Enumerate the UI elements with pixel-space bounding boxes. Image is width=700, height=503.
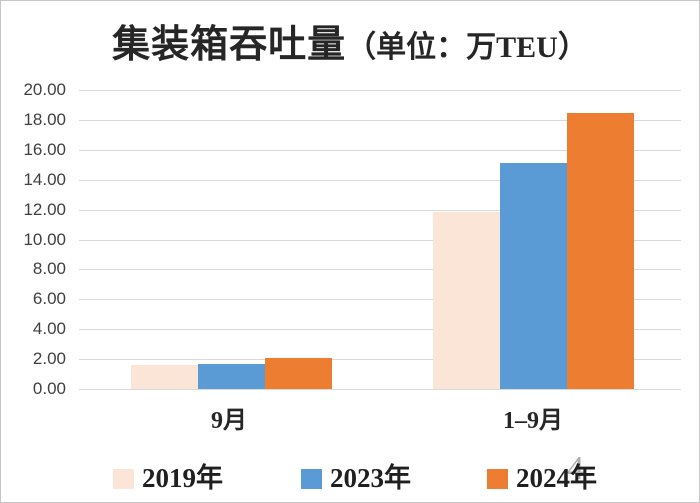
chart-title-unit: （单位：万TEU） [346, 31, 588, 64]
legend-swatch-2019 [113, 468, 134, 489]
gridline [79, 359, 681, 361]
y-axis-tick-label: 18.00 [23, 109, 66, 129]
y-axis-tick-label: 10.00 [23, 229, 66, 249]
y-axis-tick-label: 6.00 [32, 289, 66, 309]
legend-swatch-2023 [301, 468, 322, 489]
gridline [79, 90, 681, 91]
y-axis-tick-label: 8.00 [32, 259, 66, 279]
gridline [79, 389, 681, 390]
x-axis-label-sep: 9月 [211, 408, 247, 434]
bar-2024年-9月 [265, 358, 332, 389]
bar-2019年-9月 [131, 365, 198, 389]
chart-title: 集装箱吞吐量（单位：万TEU） [1, 13, 699, 68]
page-number-watermark: 4 [567, 450, 584, 487]
legend-swatch-2024 [487, 468, 508, 489]
chart-title-main: 集装箱吞吐量 [112, 24, 347, 66]
bar-2023年-1–9月 [500, 163, 567, 389]
gridline [79, 329, 681, 331]
gridline [79, 179, 681, 181]
y-axis-tick-label: 20.00 [23, 80, 66, 99]
gridline [79, 149, 681, 151]
legend-item-2024: 2024年 [487, 465, 597, 492]
gridline [79, 209, 681, 211]
legend-item-2019: 2019年 [113, 465, 223, 492]
legend-item-2023: 2023年 [301, 465, 411, 492]
y-axis-tick-label: 2.00 [32, 349, 66, 369]
y-axis-tick-label: 12.00 [23, 199, 66, 219]
gridline [79, 239, 681, 241]
legend-label-2024: 2024年 [516, 463, 597, 493]
legend-label-2019: 2019年 [142, 463, 223, 493]
gridline [79, 269, 681, 271]
bar-2023年-9月 [198, 363, 265, 389]
bar-2024年-1–9月 [567, 113, 634, 389]
y-axis-tick-label: 4.00 [32, 319, 66, 339]
y-axis-tick-label: 14.00 [23, 169, 66, 189]
y-axis-tick-label: 0.00 [32, 379, 66, 398]
gridline [79, 119, 681, 121]
legend-label-2023: 2023年 [330, 463, 411, 493]
y-axis-tick-label: 16.00 [23, 139, 66, 159]
x-axis-label-jan-sep: 1–9月 [503, 408, 563, 434]
bar-2019年-1–9月 [433, 211, 500, 389]
gridline [79, 299, 681, 301]
